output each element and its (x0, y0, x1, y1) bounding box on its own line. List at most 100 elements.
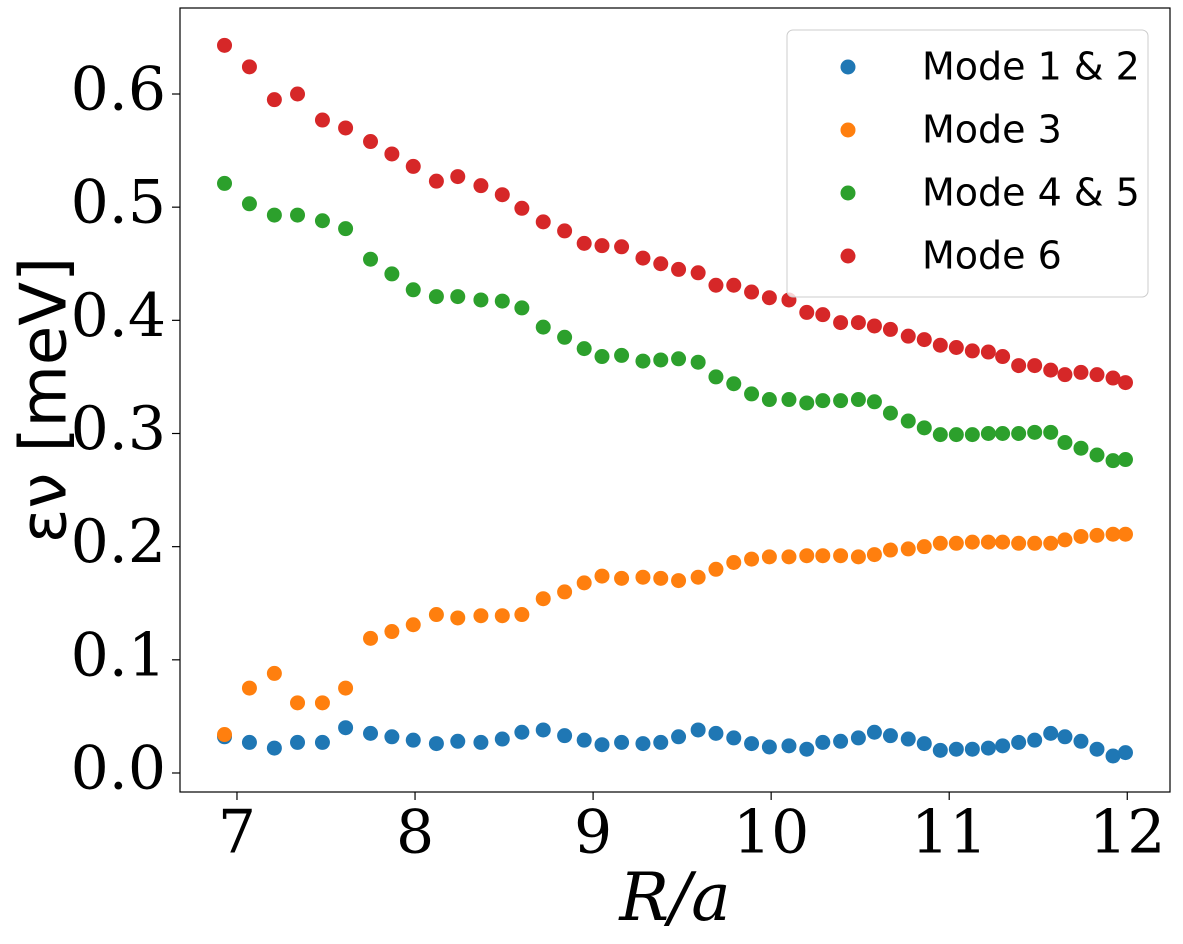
point (363, 251, 379, 267)
point (1027, 424, 1043, 440)
point (450, 733, 466, 749)
y-axis-label: εν [meV] (8, 257, 82, 543)
point (948, 741, 964, 757)
point (882, 728, 898, 744)
point (1027, 358, 1043, 374)
point (726, 376, 742, 392)
point (514, 607, 530, 623)
point (314, 734, 330, 750)
point (494, 293, 510, 309)
point (1043, 725, 1059, 741)
point (535, 591, 551, 607)
point (916, 539, 932, 555)
point (900, 731, 916, 747)
point (932, 742, 948, 758)
point (576, 575, 592, 591)
point (995, 738, 1011, 754)
point (557, 728, 573, 744)
point (241, 59, 257, 75)
legend-label: Mode 1 & 2 (922, 45, 1140, 89)
point (916, 420, 932, 436)
point (900, 541, 916, 557)
point (594, 238, 610, 254)
point (535, 722, 551, 738)
point (1057, 435, 1073, 451)
point (1073, 528, 1089, 544)
point (1011, 535, 1027, 551)
point (217, 727, 233, 743)
point (980, 425, 996, 441)
x-tick-label: 7 (218, 798, 256, 868)
point (882, 542, 898, 558)
point (635, 250, 651, 266)
point (290, 86, 306, 102)
point (1105, 748, 1121, 764)
point (473, 734, 489, 750)
point (614, 347, 630, 363)
point (338, 720, 354, 736)
point (1117, 452, 1133, 468)
y-tick-label: 0.3 (71, 394, 166, 464)
point (241, 680, 257, 696)
point (761, 392, 777, 408)
point (635, 569, 651, 585)
point (1073, 364, 1089, 380)
point (781, 549, 797, 565)
point (653, 352, 669, 368)
point (781, 738, 797, 754)
point (900, 413, 916, 429)
point (1073, 733, 1089, 749)
point (671, 573, 687, 589)
point (726, 730, 742, 746)
point (781, 392, 797, 408)
point (241, 196, 257, 212)
point (241, 734, 257, 750)
point (671, 351, 687, 367)
point (964, 343, 980, 359)
point (635, 736, 651, 752)
legend-marker (840, 185, 856, 201)
point (338, 221, 354, 237)
point (1057, 532, 1073, 548)
point (744, 551, 760, 567)
point (916, 332, 932, 348)
point (690, 265, 706, 281)
point (671, 729, 687, 745)
point (799, 741, 815, 757)
point (1057, 729, 1073, 745)
point (761, 290, 777, 306)
point (708, 369, 724, 385)
point (1117, 526, 1133, 542)
point (450, 289, 466, 305)
y-tick-label: 0.5 (71, 168, 166, 238)
point (363, 134, 379, 150)
point (473, 608, 489, 624)
point (815, 393, 831, 409)
point (948, 535, 964, 551)
point (594, 568, 610, 584)
point (726, 277, 742, 293)
point (744, 736, 760, 752)
point (995, 534, 1011, 550)
point (799, 304, 815, 320)
point (866, 547, 882, 563)
point (964, 534, 980, 550)
point (726, 555, 742, 571)
point (405, 158, 421, 174)
point (535, 319, 551, 335)
point (980, 344, 996, 360)
point (980, 740, 996, 756)
point (614, 570, 630, 586)
point (384, 624, 400, 640)
point (594, 349, 610, 365)
point (1073, 440, 1089, 456)
legend-label: Mode 4 & 5 (922, 171, 1140, 215)
point (882, 405, 898, 421)
point (932, 427, 948, 443)
x-tick-label: 9 (574, 798, 612, 868)
x-tick-label: 8 (396, 798, 434, 868)
point (815, 307, 831, 323)
point (1027, 732, 1043, 748)
y-tick-label: 0.4 (71, 281, 166, 351)
